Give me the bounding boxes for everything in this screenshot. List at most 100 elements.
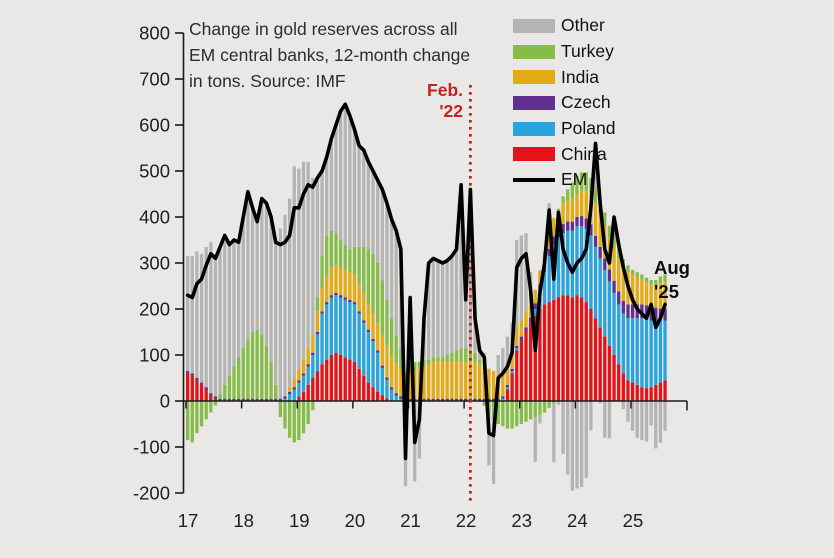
bar-segment bbox=[552, 403, 556, 463]
bar-segment bbox=[195, 380, 199, 401]
bar-segment bbox=[227, 398, 232, 401]
bar-segment bbox=[306, 348, 310, 365]
bar-segment bbox=[255, 398, 259, 401]
bar-segment bbox=[468, 189, 473, 351]
bar-segment bbox=[575, 175, 579, 194]
bar-segment bbox=[199, 401, 204, 427]
bar-segment bbox=[561, 233, 565, 296]
bar-segment bbox=[362, 292, 366, 321]
bar-segment bbox=[533, 417, 537, 462]
bar-segment bbox=[533, 401, 537, 418]
bar-segment bbox=[260, 398, 264, 401]
bar-segment bbox=[593, 203, 598, 236]
x-tick-label: 19 bbox=[289, 510, 310, 531]
bar-segment bbox=[519, 341, 524, 401]
bar-segment bbox=[223, 384, 227, 399]
bar-segment bbox=[454, 350, 459, 362]
bar-segment bbox=[515, 350, 519, 401]
bar-segment bbox=[496, 355, 500, 374]
bar-segment bbox=[579, 216, 584, 227]
bar-segment bbox=[371, 341, 375, 388]
bar-segment bbox=[649, 307, 653, 321]
bar-segment bbox=[663, 320, 667, 381]
bar-segment bbox=[459, 361, 463, 399]
bar-segment bbox=[292, 389, 296, 401]
legend-item-india: India bbox=[513, 64, 616, 90]
bar-segment bbox=[440, 263, 445, 358]
bar-segment bbox=[264, 203, 269, 346]
bar-segment bbox=[515, 345, 519, 349]
bar-segment bbox=[630, 304, 635, 319]
bar-segment bbox=[654, 280, 658, 285]
axes-layer: 800 700 600 500 400 300 200 100 0 -100 -200 17 18 19 2… bbox=[133, 23, 688, 531]
bar-segment bbox=[644, 305, 649, 320]
bar-segment bbox=[626, 265, 630, 273]
bar-segment bbox=[362, 246, 366, 293]
bar-segment bbox=[417, 361, 422, 369]
bar-segment bbox=[473, 352, 477, 362]
bar-segment bbox=[227, 375, 232, 399]
bar-segment bbox=[501, 401, 505, 427]
legend-item-em: EM bbox=[513, 167, 616, 193]
bar-segment bbox=[227, 244, 232, 376]
bar-segment bbox=[524, 401, 528, 422]
bar-segment bbox=[473, 398, 477, 401]
bar-segment bbox=[612, 237, 616, 249]
bar-segment bbox=[287, 394, 292, 401]
bar-segment bbox=[542, 304, 547, 401]
bar-segment bbox=[255, 221, 259, 330]
aug-annotation-line2: '25 bbox=[654, 281, 679, 302]
bar-segment bbox=[334, 352, 338, 401]
bar-segment bbox=[287, 198, 292, 388]
bar-segment bbox=[343, 299, 347, 358]
bar-segment bbox=[389, 387, 394, 390]
bar-segment bbox=[427, 364, 431, 399]
bar-segment bbox=[538, 309, 542, 401]
bar-segment bbox=[362, 320, 366, 323]
chart-title: Change in gold reserves across all EM cen… bbox=[189, 16, 519, 94]
bar-segment bbox=[598, 246, 602, 259]
bar-segment bbox=[232, 398, 236, 401]
bar-segment bbox=[385, 299, 389, 346]
legend-item-china: China bbox=[513, 141, 616, 167]
bar-segment bbox=[598, 258, 602, 328]
bar-segment bbox=[445, 361, 449, 399]
bar-segment bbox=[315, 297, 320, 312]
bar-segment bbox=[450, 352, 454, 362]
bar-segment bbox=[635, 401, 639, 438]
bar-segment bbox=[445, 355, 449, 362]
bar-segment bbox=[436, 260, 440, 358]
bar-segment bbox=[575, 295, 579, 401]
bar-segment bbox=[232, 366, 236, 399]
bar-segment bbox=[338, 240, 343, 268]
bar-segment bbox=[269, 398, 273, 401]
bar-segment bbox=[352, 361, 357, 401]
bar-segment bbox=[658, 276, 663, 284]
bar-segment bbox=[547, 401, 551, 408]
chart-title-line-3: in tons. Source: IMF bbox=[189, 71, 346, 91]
bar-segment bbox=[186, 256, 190, 372]
bar-segment bbox=[510, 350, 514, 369]
bar-segment bbox=[478, 359, 482, 365]
bar-segment bbox=[287, 387, 292, 392]
bar-segment bbox=[621, 268, 625, 301]
bar-segment bbox=[510, 368, 514, 372]
bar-segment bbox=[236, 398, 241, 401]
bar-segment bbox=[436, 357, 440, 362]
bar-segment bbox=[250, 332, 255, 399]
bar-segment bbox=[301, 373, 306, 376]
legend-china-swatch bbox=[513, 147, 555, 162]
bar-segment bbox=[283, 396, 287, 399]
bar-segment bbox=[241, 398, 245, 401]
bar-segment bbox=[292, 166, 296, 378]
bar-segment bbox=[445, 398, 449, 401]
bar-segment bbox=[478, 350, 482, 360]
bar-segment bbox=[417, 401, 422, 459]
bar-segment bbox=[329, 138, 333, 231]
bar-segment bbox=[311, 352, 315, 355]
bar-segment bbox=[320, 311, 324, 314]
bar-segment bbox=[528, 401, 533, 420]
bar-segment bbox=[478, 364, 482, 399]
feb-annotation-line2: '22 bbox=[439, 101, 463, 121]
bar-segment bbox=[190, 373, 194, 376]
